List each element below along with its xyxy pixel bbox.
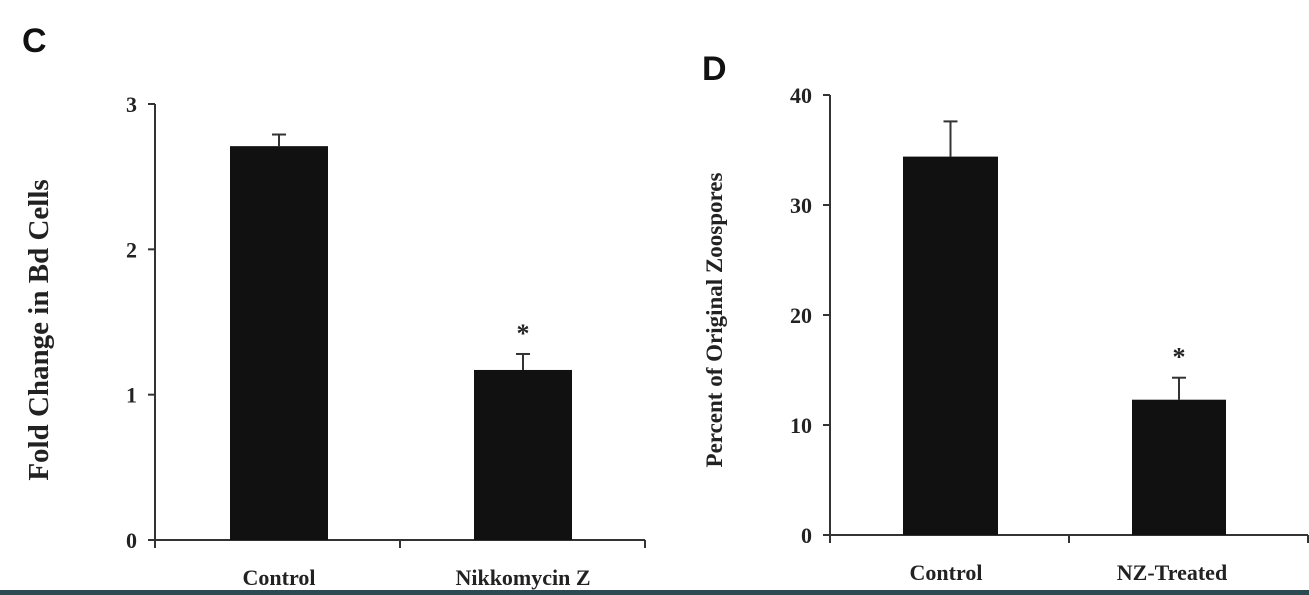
y-axis-label: Percent of Original Zoospores bbox=[702, 172, 727, 467]
significance-marker: * bbox=[1173, 343, 1186, 372]
y-tick-label: 0 bbox=[126, 528, 137, 553]
category-label: Nikkomycin Z bbox=[455, 565, 590, 590]
y-tick-label: 3 bbox=[126, 92, 137, 117]
y-tick-label: 1 bbox=[126, 383, 137, 408]
y-tick-label: 30 bbox=[790, 193, 812, 218]
y-tick-label: 40 bbox=[790, 83, 812, 108]
y-axis-label: Fold Change in Bd Cells bbox=[23, 179, 55, 480]
category-label: Control bbox=[910, 560, 983, 585]
bar-control bbox=[230, 146, 328, 540]
y-tick-label: 20 bbox=[790, 303, 812, 328]
y-tick-label: 10 bbox=[790, 413, 812, 438]
y-tick-label: 0 bbox=[801, 523, 812, 548]
y-tick-label: 2 bbox=[126, 237, 137, 262]
category-label: NZ-Treated bbox=[1117, 560, 1227, 585]
panel-label: D bbox=[702, 50, 727, 88]
significance-marker: * bbox=[517, 319, 530, 348]
panel-label: C bbox=[22, 22, 47, 60]
category-label: Control bbox=[243, 565, 316, 590]
bottom-border bbox=[0, 590, 1309, 595]
bar-nikkomycin-z bbox=[474, 369, 572, 540]
bar-nz-treated bbox=[1132, 399, 1226, 535]
bar-control bbox=[903, 156, 998, 535]
